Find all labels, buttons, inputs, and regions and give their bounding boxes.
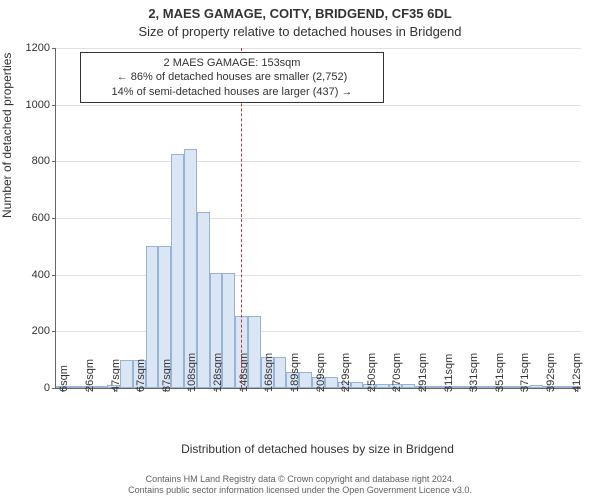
y-tick-label: 1000 xyxy=(26,99,56,111)
page: 2, MAES GAMAGE, COITY, BRIDGEND, CF35 6D… xyxy=(0,0,600,500)
gridline xyxy=(56,275,581,276)
histogram-bar xyxy=(376,384,389,388)
histogram-bar xyxy=(146,246,159,388)
gridline xyxy=(56,105,581,106)
gridline xyxy=(56,48,581,49)
annotation-line-3: 14% of semi-detached houses are larger (… xyxy=(87,85,377,99)
y-tick-label: 1200 xyxy=(26,42,56,54)
histogram-bar xyxy=(530,385,543,388)
histogram-bar xyxy=(222,273,235,388)
histogram-bar xyxy=(479,386,492,388)
gridline xyxy=(56,218,581,219)
y-tick-label: 800 xyxy=(32,155,56,167)
footer-line-2: Contains public sector information licen… xyxy=(0,485,600,496)
histogram-bar xyxy=(94,386,107,388)
histogram-bar xyxy=(504,386,517,388)
histogram-bar xyxy=(555,386,568,388)
gridline xyxy=(56,331,581,332)
histogram-bar xyxy=(197,212,210,388)
y-tick-label: 0 xyxy=(44,382,56,394)
histogram-bar xyxy=(274,357,287,388)
histogram-bar xyxy=(69,386,82,388)
y-tick-label: 600 xyxy=(32,212,56,224)
histogram-bar xyxy=(351,382,364,388)
annotation-box: 2 MAES GAMAGE: 153sqm ← 86% of detached … xyxy=(80,52,384,103)
x-axis-label: Distribution of detached houses by size … xyxy=(55,442,580,456)
histogram-bar xyxy=(120,360,133,388)
x-tick-label: 412sqm xyxy=(571,353,583,392)
histogram-bar xyxy=(248,316,261,388)
histogram-bar xyxy=(325,377,338,388)
y-tick-label: 200 xyxy=(32,325,56,337)
footer-attribution: Contains HM Land Registry data © Crown c… xyxy=(0,474,600,496)
annotation-line-1: 2 MAES GAMAGE: 153sqm xyxy=(87,56,377,70)
footer-line-1: Contains HM Land Registry data © Crown c… xyxy=(0,474,600,485)
histogram-bar xyxy=(453,386,466,388)
histogram-bar xyxy=(402,384,415,388)
y-tick-label: 400 xyxy=(32,269,56,281)
gridline xyxy=(56,161,581,162)
histogram-bar xyxy=(299,372,312,388)
chart-title: 2, MAES GAMAGE, COITY, BRIDGEND, CF35 6D… xyxy=(0,0,600,22)
histogram-bar xyxy=(427,386,440,388)
annotation-line-2: ← 86% of detached houses are smaller (2,… xyxy=(87,70,377,84)
histogram-bar xyxy=(171,154,184,388)
chart-subtitle: Size of property relative to detached ho… xyxy=(0,22,600,40)
